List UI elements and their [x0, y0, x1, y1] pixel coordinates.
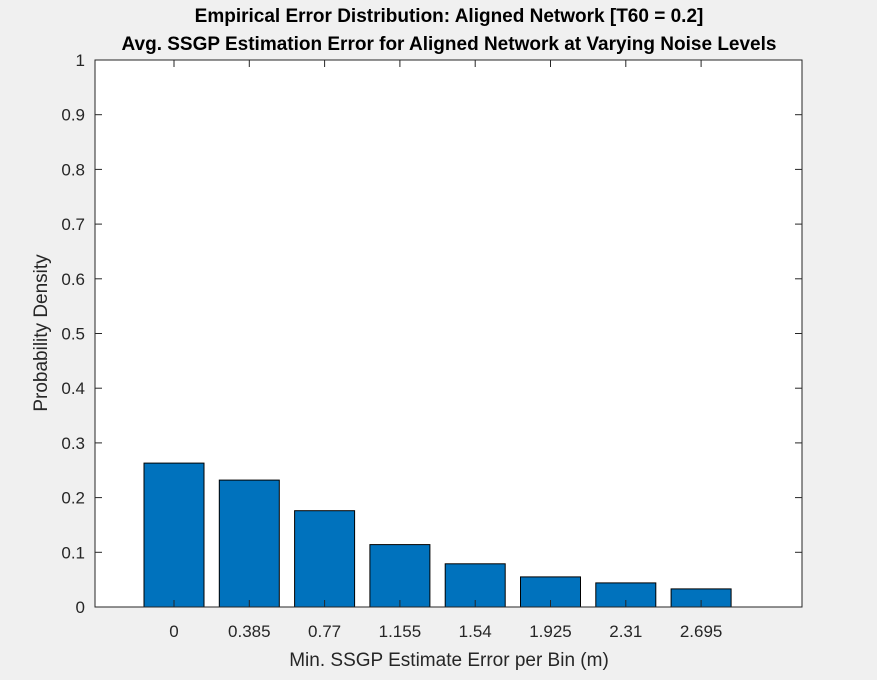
x-tick-label: 1.925 [529, 622, 572, 641]
axes-box [94, 59, 803, 608]
x-tick-label: 2.31 [609, 622, 642, 641]
bar [143, 462, 205, 608]
x-tick-label: 0.77 [308, 622, 341, 641]
y-tick-label: 0.1 [61, 543, 85, 562]
plot-area [95, 60, 802, 607]
x-axis-label: Min. SSGP Estimate Error per Bin (m) [289, 650, 609, 671]
y-axis-label: Probability Density [31, 254, 52, 412]
x-tick-label: 0.385 [228, 622, 271, 641]
chart-title-line-2: Avg. SSGP Estimation Error for Aligned N… [122, 34, 777, 55]
y-tick-label: 0.9 [61, 106, 85, 125]
y-tick-label: 0.3 [61, 434, 85, 453]
bar [218, 479, 280, 608]
y-tick-label: 0.5 [61, 325, 85, 344]
x-tick-label: 1.54 [459, 622, 492, 641]
ticks-layer: 0 0.385 0.77 1.155 1.54 1.925 2.31 2.695 0 0.1 0.2… [61, 51, 802, 641]
y-tick-label: 0.6 [61, 270, 85, 289]
y-tick-label: 0.8 [61, 160, 85, 179]
y-tick-label: 1 [76, 51, 85, 70]
y-tick-label: 0.7 [61, 215, 85, 234]
x-tick-label: 0 [169, 622, 178, 641]
chart-title-line-1: Empirical Error Distribution: Aligned Ne… [195, 6, 704, 27]
y-tick-label: 0.2 [61, 489, 85, 508]
bar [369, 544, 431, 608]
bar [294, 510, 356, 608]
x-tick-label: 1.155 [379, 622, 422, 641]
y-tick-label: 0.4 [61, 379, 85, 398]
x-tick-label: 2.695 [680, 622, 723, 641]
y-tick-label: 0 [76, 598, 85, 617]
bars-layer [143, 462, 732, 608]
